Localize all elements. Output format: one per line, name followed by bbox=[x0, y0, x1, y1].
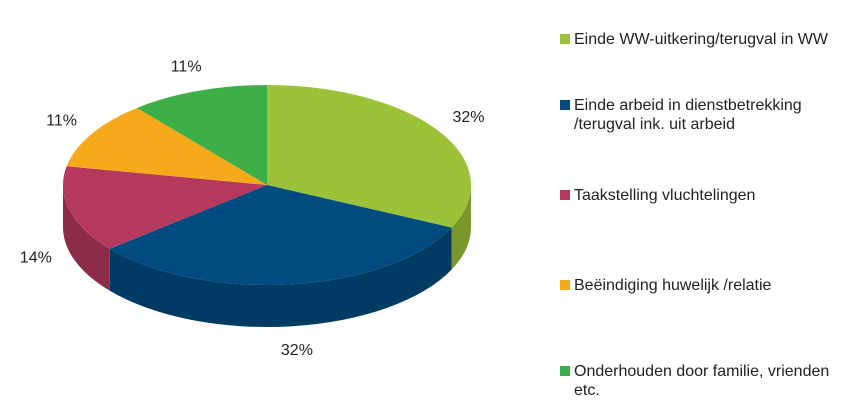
legend-swatch bbox=[560, 280, 570, 290]
slice bbox=[136, 85, 267, 185]
data-label: 11% bbox=[171, 59, 202, 76]
legend-label: Einde arbeid in dienstbetrekking /terugv… bbox=[574, 97, 802, 133]
legend-label: Einde WW-uitkering/terugval in WW bbox=[574, 31, 828, 48]
slice-side bbox=[451, 185, 471, 270]
slice bbox=[109, 185, 452, 285]
slice bbox=[66, 107, 267, 185]
data-label: 14% bbox=[20, 249, 52, 266]
pie-area: 32% 32% 14% 11% 11% bbox=[20, 59, 485, 360]
slice-side bbox=[63, 185, 110, 291]
legend-label: Onderhouden door familie, vrienden etc. bbox=[574, 363, 830, 399]
data-label: 32% bbox=[281, 342, 313, 359]
data-label: 32% bbox=[453, 109, 485, 126]
legend-swatch bbox=[560, 366, 570, 376]
legend-swatch bbox=[560, 34, 570, 44]
slice-side bbox=[109, 227, 452, 328]
slice bbox=[63, 166, 268, 249]
legend-label: Taakstelling vluchtelingen bbox=[574, 187, 756, 204]
data-label: 11% bbox=[46, 113, 77, 130]
legend-swatch bbox=[560, 100, 570, 110]
legend-item: Onderhouden door familie, vrienden etc. bbox=[560, 362, 835, 400]
legend-item: Beëindiging huwelijk /relatie bbox=[560, 276, 835, 295]
slice bbox=[267, 85, 471, 228]
legend-item: Einde arbeid in dienstbetrekking /terugv… bbox=[560, 96, 835, 134]
legend-item: Taakstelling vluchtelingen bbox=[560, 186, 835, 205]
legend-item: Einde WW-uitkering/terugval in WW bbox=[560, 30, 835, 49]
legend-swatch bbox=[560, 190, 570, 200]
legend-label: Beëindiging huwelijk /relatie bbox=[574, 277, 772, 294]
